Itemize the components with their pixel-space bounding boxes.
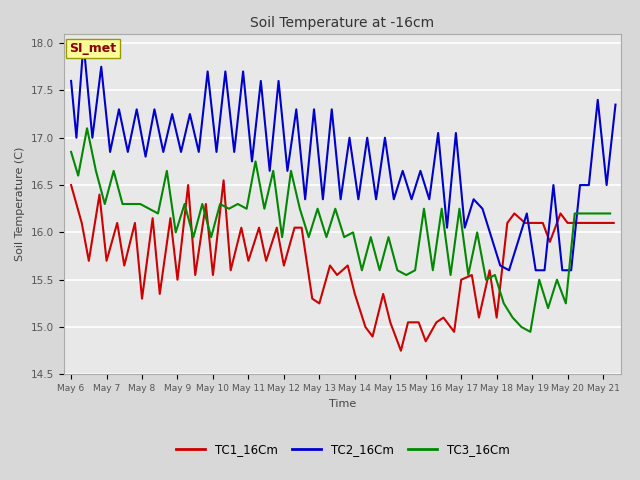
X-axis label: Time: Time — [329, 399, 356, 408]
Title: Soil Temperature at -16cm: Soil Temperature at -16cm — [250, 16, 435, 30]
Text: SI_met: SI_met — [70, 42, 116, 55]
Y-axis label: Soil Temperature (C): Soil Temperature (C) — [15, 147, 26, 261]
Legend: TC1_16Cm, TC2_16Cm, TC3_16Cm: TC1_16Cm, TC2_16Cm, TC3_16Cm — [171, 438, 514, 461]
